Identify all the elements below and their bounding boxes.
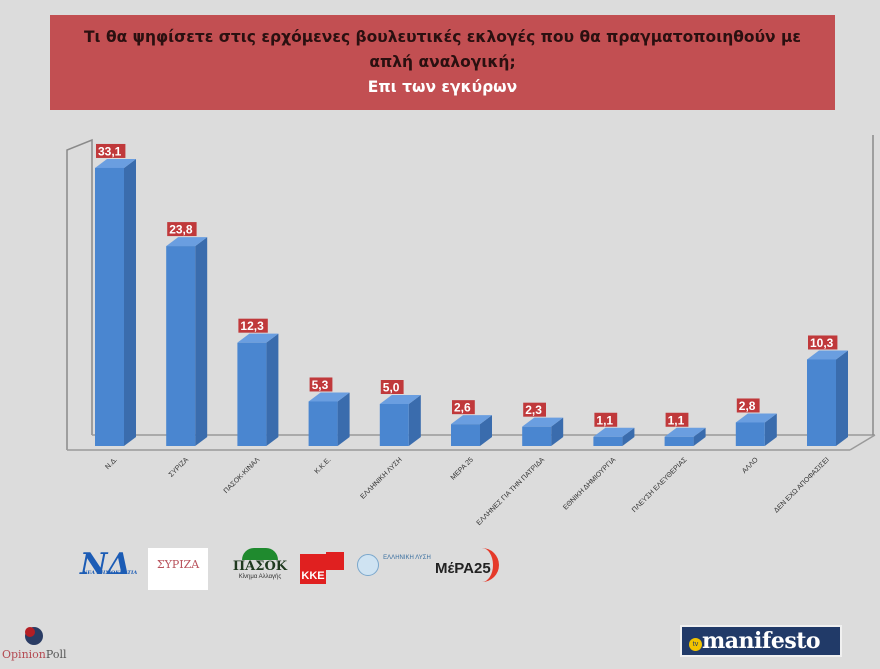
x-axis-label: ΜΕΡΑ 25 [450, 456, 475, 481]
syriza-logo: ΣΥΡΙΖΑ [148, 548, 208, 590]
bar: 5,0 [379, 380, 421, 446]
pasok-logo: ΠΑΣΟΚ Κίνημα Αλλαγής [225, 548, 295, 590]
kke-logo: ΚΚΕ [300, 548, 346, 590]
value-label-bg [96, 143, 126, 158]
x-axis-label: ΕΛΛΗΝΙΚΗ ΛΥΣΗ [359, 456, 403, 500]
x-axis-label: ΔΕΝ ΕΧΩ ΑΠΟΦΑΣΙΣΕΙ [773, 456, 831, 514]
value-label: 23,8 [169, 223, 193, 237]
bar: 33,1 [95, 143, 136, 446]
value-label-bg [523, 402, 546, 417]
value-label-bg [309, 377, 333, 392]
value-label: 2,6 [454, 401, 471, 415]
opinionpoll-logo: OpinionPoll [0, 624, 80, 664]
x-axis-label: ΠΑΣΟΚ-ΚΙΝΑΛ [223, 456, 262, 495]
value-label-bg [665, 412, 689, 427]
chart-bars: 33,1 23,8 12,3 5,3 5,0 2,6 2,3 1,1 1,1 2,8 10,3 [95, 143, 848, 446]
bar: 12,3 [237, 318, 279, 446]
value-label-bg [380, 380, 404, 394]
bar: 1,1 [664, 412, 706, 446]
x-axis-label: ΣΥΡΙΖΑ [168, 456, 191, 479]
value-label: 33,1 [98, 144, 122, 158]
elliniki-lysi-logo: ΕΛΛΗΝΙΚΗ ΛΥΣΗ [353, 548, 433, 590]
bar: 2,6 [451, 400, 492, 446]
value-label: 12,3 [240, 319, 264, 333]
x-axis-label: ΠΛΕΥΣΗ ΕΛΕΥΘΕΡΙΑΣ [631, 456, 689, 514]
x-axis-label: Ν.Δ. [104, 456, 119, 471]
value-label: 5,0 [383, 381, 400, 395]
value-label: 1,1 [596, 413, 613, 427]
chart-title-box: Τι θα ψηφίσετε στις ερχόμενες βουλευτικέ… [50, 15, 835, 110]
bar: 2,8 [735, 398, 777, 446]
party-logos: ΝΔ ΝΕΑ ΔΗΜΟΚΡΑΤΙΑ ΣΥΡΙΖΑ ΠΑΣΟΚ Κίνημα Αλ… [75, 548, 515, 590]
elliniki-lysi-emblem-icon [357, 554, 379, 576]
x-axis-label: ΑΛΛΟ [741, 456, 760, 475]
nd-logo: ΝΔ ΝΕΑ ΔΗΜΟΚΡΑΤΙΑ [80, 547, 138, 582]
value-label-bg [238, 318, 268, 333]
value-label-bg [808, 335, 838, 350]
bar: 10,3 [807, 335, 848, 446]
value-label: 2,8 [739, 399, 756, 413]
value-label-bg [736, 398, 760, 413]
value-label: 5,3 [312, 378, 329, 392]
bar: 23,8 [166, 222, 208, 446]
manifesto-logo: tv manifesto [680, 625, 842, 657]
x-axis-labels: Ν.Δ. ΣΥΡΙΖΑ ΠΑΣΟΚ-ΚΙΝΑΛ Κ.Κ.Ε. ΕΛΛΗΝΙΚΗ ΛΥΣΗ… [104, 456, 831, 527]
bar: 5,3 [308, 377, 350, 446]
value-label-bg [594, 412, 618, 427]
value-label-bg [452, 400, 475, 415]
value-label: 10,3 [810, 336, 834, 350]
mera25-swoosh-icon [475, 548, 499, 582]
chart-title-line-2: απλή αναλογική; [369, 53, 516, 71]
chart-subtitle: Επι των εγκύρων [367, 78, 518, 96]
x-axis-label: ΕΛΛΗΝΕΣ ΓΙΑ ΤΗΝ ΠΑΤΡΙΔΑ [476, 456, 547, 527]
mera25-logo: ΜέΡΑ25 [435, 548, 500, 590]
x-axis-label: ΕΘΝΙΚΗ ΔΗΜΙΟΥΡΓΙΑ [562, 456, 617, 511]
tv-badge-icon: tv [689, 638, 702, 651]
value-label-bg [167, 222, 197, 237]
x-axis-label: Κ.Κ.Ε. [314, 456, 333, 475]
bar: 2,3 [522, 402, 564, 446]
chart-title-line-1: Τι θα ψηφίσετε στις ερχόμενες βουλευτικέ… [83, 28, 802, 46]
bar: 1,1 [593, 412, 635, 446]
value-label: 1,1 [668, 413, 685, 427]
pasok-sun-icon [242, 548, 278, 560]
value-label: 2,3 [525, 403, 542, 417]
